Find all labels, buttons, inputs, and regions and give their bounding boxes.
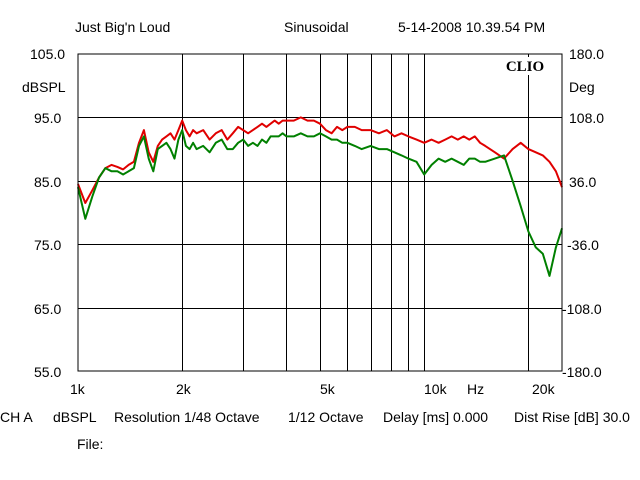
footer-smoothing: 1/12 Octave bbox=[288, 409, 364, 425]
left-axis-tick: 105.0 bbox=[30, 46, 66, 62]
left-axis-tick: 85.0 bbox=[34, 174, 62, 190]
measurement-name: Just Big'n Loud bbox=[75, 19, 171, 35]
left-axis-tick: 75.0 bbox=[34, 237, 62, 253]
footer-unit: dBSPL bbox=[53, 409, 97, 425]
footer-resolution: Resolution 1/48 Octave bbox=[114, 409, 260, 425]
footer-dist-rise: Dist Rise [dB] 30.0 bbox=[514, 409, 630, 425]
footer-channel: CH A bbox=[0, 409, 33, 425]
x-axis-unit: Hz bbox=[467, 381, 485, 397]
green-response-curve bbox=[77, 129, 563, 277]
x-axis-tick: 1k bbox=[70, 381, 85, 397]
x-axis-tick: 10k bbox=[424, 381, 447, 397]
brand-logo: CLIO bbox=[506, 59, 544, 75]
red-response-curve bbox=[77, 116, 563, 204]
right-axis-tick: 180.0 bbox=[569, 46, 605, 62]
left-axis-tick: 95.0 bbox=[34, 110, 62, 126]
right-axis-tick: -108.0 bbox=[562, 301, 602, 317]
footer-file-label: File: bbox=[77, 436, 104, 452]
measurement-datetime: 5-14-2008 10.39.54 PM bbox=[398, 19, 546, 35]
right-axis-tick: -36.0 bbox=[567, 237, 599, 253]
measurement-mode: Sinusoidal bbox=[284, 19, 349, 35]
brand-box bbox=[501, 57, 549, 75]
plot-grid bbox=[78, 54, 562, 371]
x-axis-tick: 20k bbox=[532, 381, 555, 397]
right-axis-tick: -180.0 bbox=[562, 364, 602, 380]
x-axis-tick: 5k bbox=[320, 381, 335, 397]
right-axis-tick: 108.0 bbox=[569, 110, 605, 126]
plot-lines bbox=[77, 116, 563, 277]
left-axis-tick: 55.0 bbox=[34, 364, 62, 380]
plot-frame bbox=[77, 53, 563, 372]
right-axis-unit: Deg bbox=[569, 79, 595, 95]
x-axis-tick: 2k bbox=[176, 381, 191, 397]
footer-delay: Delay [ms] 0.000 bbox=[383, 409, 489, 425]
left-axis-tick: 65.0 bbox=[34, 301, 62, 317]
right-axis-tick: 36.0 bbox=[569, 174, 597, 190]
left-axis-unit: dBSPL bbox=[22, 79, 66, 95]
